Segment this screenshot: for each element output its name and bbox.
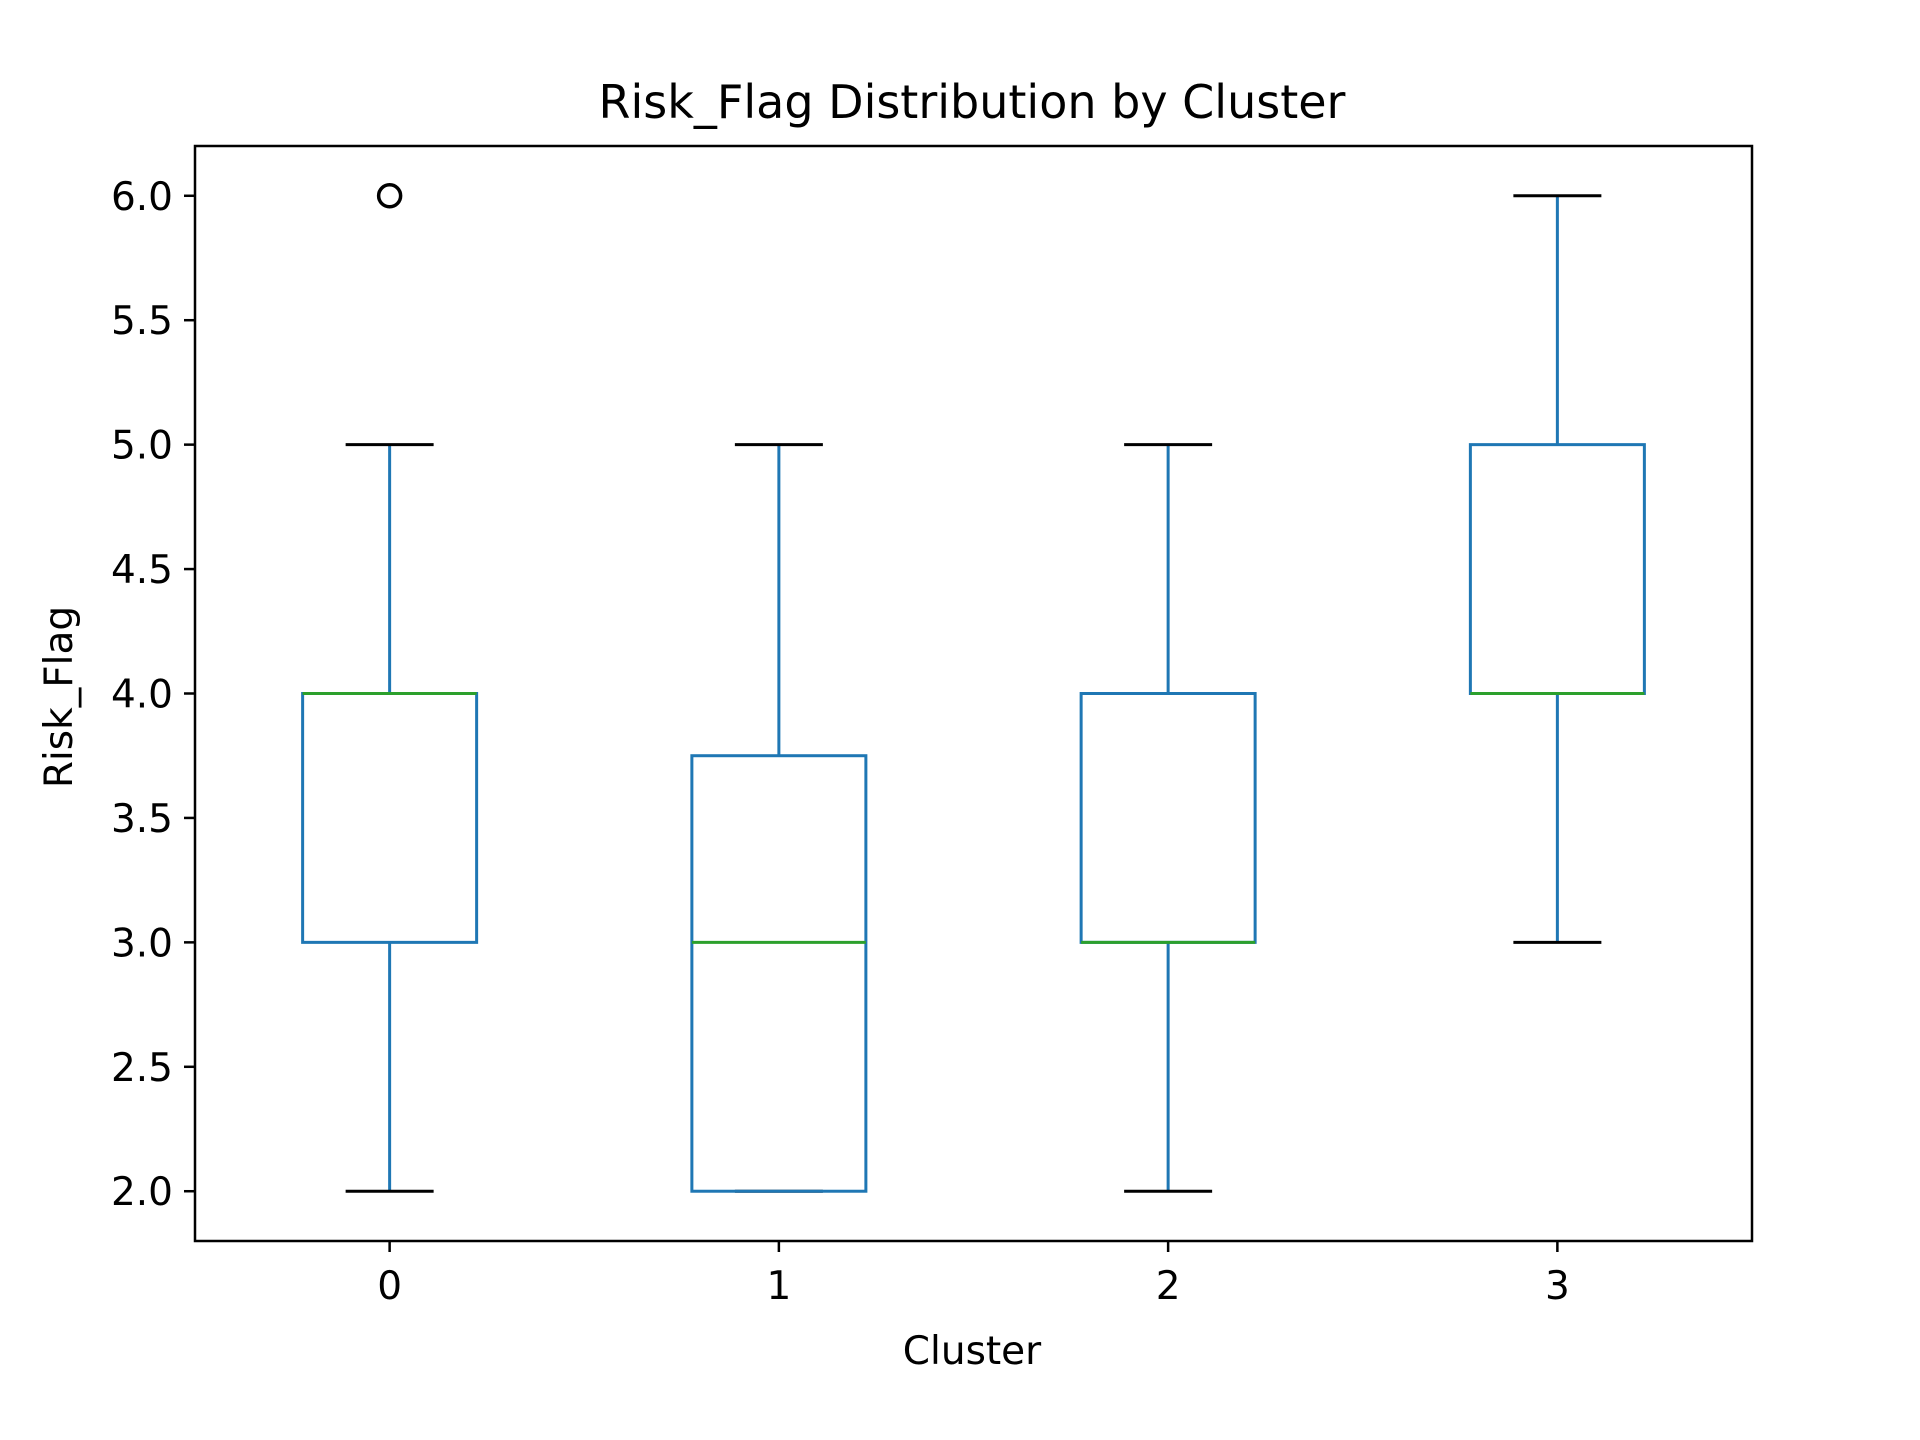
y-tick-label-6.0: 6.0 xyxy=(111,175,173,220)
y-tick-label-5.0: 5.0 xyxy=(111,424,173,469)
x-tick-label-1: 1 xyxy=(766,1264,791,1309)
y-tick-label-2.5: 2.5 xyxy=(111,1046,173,1091)
x-tick-label-2: 2 xyxy=(1156,1264,1181,1309)
y-tick-label-5.5: 5.5 xyxy=(111,299,173,344)
y-tick-label-4.5: 4.5 xyxy=(111,548,173,593)
plot-area: 2.0 2.5 3.0 3.5 4.0 4.5 5.0 5.5 6.0 0 1 2 3 xyxy=(111,144,1754,1309)
x-tick-label-0: 0 xyxy=(377,1264,402,1309)
chart-title: Risk_Flag Distribution by Cluster xyxy=(599,75,1346,129)
y-tick-label-3.5: 3.5 xyxy=(111,797,173,842)
box-1 xyxy=(690,754,868,1193)
y-tick-label-4.0: 4.0 xyxy=(111,673,173,718)
y-axis-label: Risk_Flag xyxy=(37,606,82,788)
y-tick-label-3.0: 3.0 xyxy=(111,921,173,966)
x-tick-label-3: 3 xyxy=(1545,1264,1570,1309)
outlier-point-0-0 xyxy=(376,183,403,209)
y-tick-label-2.0: 2.0 xyxy=(111,1170,173,1215)
x-axis-label: Cluster xyxy=(903,1329,1042,1374)
